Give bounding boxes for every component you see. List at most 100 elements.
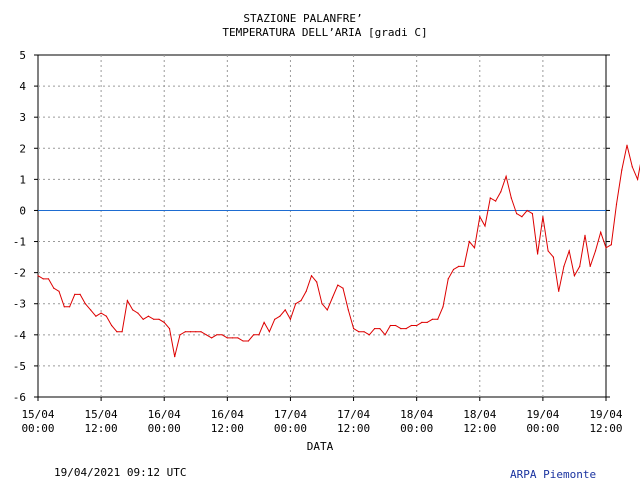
data-point	[58, 290, 60, 292]
x-tick-label-time: 12:00	[589, 422, 622, 435]
data-point	[321, 303, 323, 305]
data-point	[563, 265, 565, 267]
data-point	[90, 309, 92, 311]
data-point	[137, 312, 139, 314]
data-point	[626, 144, 628, 146]
x-tick-label-date: 15/04	[21, 408, 54, 421]
data-point	[442, 306, 444, 308]
x-tick-label-time: 12:00	[211, 422, 244, 435]
data-point	[431, 318, 433, 320]
timestamp-text: 19/04/2021 09:12 UTC	[54, 466, 187, 479]
data-point	[105, 315, 107, 317]
data-point	[389, 324, 391, 327]
y-tick-label: -2	[13, 267, 26, 280]
y-tick-label: -5	[13, 360, 26, 373]
x-tick-label-date: 19/04	[589, 408, 622, 421]
data-point	[405, 328, 407, 330]
data-point	[337, 284, 339, 286]
data-point	[516, 213, 518, 215]
chart-title: STAZIONE PALANFRE’	[243, 12, 362, 25]
data-point	[305, 290, 307, 292]
x-tick-label-time: 00:00	[21, 422, 54, 435]
data-point	[552, 256, 555, 258]
data-point	[237, 337, 239, 339]
gridlines	[38, 55, 606, 397]
data-point	[205, 334, 207, 336]
data-point	[263, 321, 265, 323]
x-tick-label-time: 00:00	[274, 422, 307, 435]
data-point	[489, 197, 491, 199]
data-point	[621, 169, 623, 171]
data-point	[100, 312, 102, 314]
data-point	[111, 324, 113, 327]
data-point	[400, 328, 402, 330]
x-tick-label-time: 12:00	[337, 422, 370, 435]
x-axis-label: DATA	[307, 440, 334, 453]
y-tick-label: -1	[13, 236, 26, 249]
data-point	[142, 318, 144, 320]
y-tick-label: 4	[19, 80, 26, 93]
data-point	[410, 324, 412, 327]
data-point	[510, 197, 512, 199]
data-point	[274, 318, 276, 320]
data-point	[610, 244, 612, 246]
data-point	[253, 334, 255, 336]
data-point	[121, 331, 123, 333]
data-point	[153, 318, 155, 320]
data-point	[342, 287, 344, 289]
data-point	[310, 275, 313, 277]
data-point	[184, 331, 186, 333]
data-point	[484, 225, 486, 227]
data-point	[358, 331, 360, 333]
y-axis-ticks: 5 4 3 2 1 0 -1 -2 -3 -4 -5 -6	[13, 49, 610, 404]
x-axis-ticks: 15/0400:0015/0412:0016/0400:0016/0412:00…	[21, 397, 623, 435]
data-point	[631, 166, 633, 168]
data-point	[605, 247, 607, 249]
x-tick-label-date: 17/04	[337, 408, 370, 421]
data-point	[84, 303, 86, 305]
plot-frame	[37, 54, 607, 398]
data-point	[637, 178, 639, 180]
data-point	[526, 209, 528, 212]
x-tick-label-date: 16/04	[211, 408, 244, 421]
data-point	[268, 331, 270, 333]
x-tick-label-time: 00:00	[148, 422, 181, 435]
data-point	[421, 321, 423, 323]
data-point	[473, 247, 476, 249]
data-point	[289, 318, 291, 320]
data-point	[168, 328, 171, 330]
y-tick-label: 2	[19, 142, 26, 155]
data-point	[63, 306, 65, 308]
chart-subtitle: TEMPERATURA DELL’ARIA [gradi C]	[222, 26, 427, 39]
data-point	[568, 250, 570, 252]
data-point	[531, 213, 534, 215]
data-point	[363, 331, 365, 333]
data-point	[284, 309, 286, 311]
data-point	[247, 340, 249, 342]
data-point	[126, 300, 128, 302]
y-tick-label: 3	[19, 111, 26, 124]
data-point	[537, 253, 539, 255]
data-points	[37, 144, 639, 358]
data-point	[395, 324, 397, 327]
data-point	[426, 321, 428, 323]
data-point	[495, 200, 497, 202]
data-point	[374, 328, 376, 330]
x-tick-label-date: 16/04	[148, 408, 181, 421]
data-point	[279, 315, 281, 317]
data-point	[42, 278, 44, 280]
data-point	[384, 334, 386, 336]
data-point	[479, 216, 481, 218]
y-tick-label: -6	[13, 391, 26, 404]
data-point	[147, 315, 149, 317]
data-point	[316, 281, 318, 283]
data-point	[158, 318, 160, 320]
data-point	[500, 191, 502, 193]
y-tick-label: -3	[13, 298, 26, 311]
y-tick-label: 5	[19, 49, 26, 62]
data-point	[258, 334, 260, 336]
x-tick-label-date: 17/04	[274, 408, 307, 421]
data-point	[368, 334, 370, 336]
data-point	[211, 337, 213, 339]
